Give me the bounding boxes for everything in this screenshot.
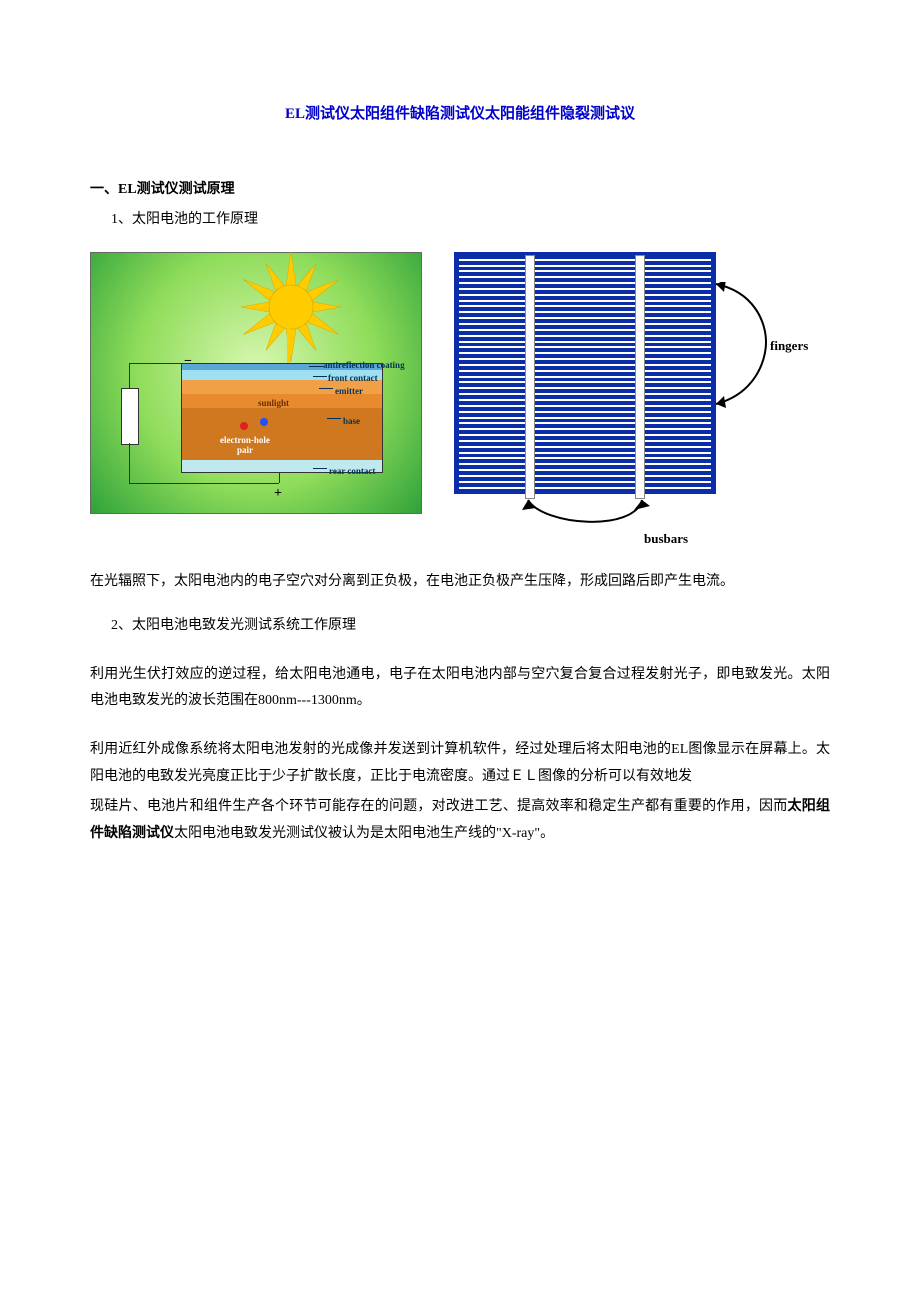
electron-dot-icon [260, 418, 268, 426]
finger-line [459, 481, 711, 483]
finger-line [459, 270, 711, 272]
label-base: base [343, 413, 360, 430]
figure-row: − + electron-hole pair antireflection co… [90, 252, 830, 539]
finger-line [459, 381, 711, 383]
cell-top-surface [454, 252, 716, 494]
label-sunlight: sunlight [258, 395, 289, 412]
label-emitter: emitter [335, 383, 363, 400]
finger-line [459, 335, 711, 337]
finger-line [459, 352, 711, 354]
finger-line [459, 463, 711, 465]
figure-solar-cell-top-view: fingers busbars [454, 252, 814, 539]
finger-line [459, 311, 711, 313]
paragraph-3: 利用近红外成像系统将太阳电池发射的光成像并发送到计算机软件，经过处理后将太阳电池… [90, 737, 830, 790]
finger-line [459, 364, 711, 366]
busbar [635, 255, 645, 499]
finger-line [459, 434, 711, 436]
finger-line [459, 446, 711, 448]
hole-dot-icon [240, 422, 248, 430]
finger-line [459, 457, 711, 459]
leader-line [319, 388, 333, 389]
finger-line [459, 317, 711, 319]
finger-line [459, 393, 711, 395]
label-fingers: fingers [770, 334, 808, 359]
finger-line [459, 475, 711, 477]
leader-line [313, 468, 327, 469]
finger-line [459, 411, 711, 413]
label-busbars: busbars [644, 527, 688, 552]
finger-line [459, 341, 711, 343]
wire [129, 363, 189, 364]
finger-line [459, 276, 711, 278]
sun-icon [231, 247, 351, 367]
plus-terminal: + [271, 481, 285, 508]
finger-line [459, 487, 711, 489]
finger-line [459, 358, 711, 360]
finger-line [459, 422, 711, 424]
paragraph-4a: 现硅片、电池片和组件生产各个环节可能存在的问题，对改进工艺、提高效率和稳定生产都… [90, 799, 788, 814]
finger-line [459, 323, 711, 325]
section-1-sub-1: 1、太阳电池的工作原理 [90, 207, 830, 234]
finger-line [459, 376, 711, 378]
figure-solar-cell-cross-section: − + electron-hole pair antireflection co… [90, 252, 422, 514]
finger-line [459, 469, 711, 471]
finger-line [459, 405, 711, 407]
finger-line [459, 294, 711, 296]
finger-line [459, 387, 711, 389]
leader-line [327, 418, 341, 419]
paragraph-1: 在光辐照下，太阳电池内的电子空穴对分离到正负极，在电池正负极产生压降，形成回路后… [90, 569, 830, 596]
wire [129, 363, 130, 388]
finger-line [459, 440, 711, 442]
finger-line [459, 399, 711, 401]
document-title: EL测试仪太阳组件缺陷测试仪太阳能组件隐裂测试议 [90, 100, 830, 129]
section-1-heading: 一、EL测试仪测试原理 [90, 177, 830, 204]
finger-line [459, 428, 711, 430]
finger-line [459, 417, 711, 419]
busbar [525, 255, 535, 499]
leader-line [309, 366, 323, 367]
finger-line [459, 265, 711, 267]
electron-hole-label-2: pair [237, 446, 253, 456]
resistor-icon [121, 388, 139, 445]
finger-line [459, 300, 711, 302]
document-page: EL测试仪太阳组件缺陷测试仪太阳能组件隐裂测试议 一、EL测试仪测试原理 1、太… [0, 0, 920, 931]
finger-line [459, 346, 711, 348]
finger-line [459, 282, 711, 284]
section-1-sub-2: 2、太阳电池电致发光测试系统工作原理 [90, 613, 830, 640]
finger-line [459, 259, 711, 261]
finger-line [459, 452, 711, 454]
paragraph-2: 利用光生伏打效应的逆过程，给太阳电池通电，电子在太阳电池内部与空穴复合复合过程发… [90, 662, 830, 715]
wire [129, 483, 279, 484]
paragraph-4: 现硅片、电池片和组件生产各个环节可能存在的问题，对改进工艺、提高效率和稳定生产都… [90, 794, 830, 847]
leader-line [313, 376, 327, 377]
finger-line [459, 370, 711, 372]
finger-line [459, 305, 711, 307]
label-rear-contact: rear contact [329, 463, 375, 480]
paragraph-4c: 太阳电池电致发光测试仪被认为是太阳电池生产线的"X-ray"。 [174, 826, 554, 841]
finger-line [459, 288, 711, 290]
finger-line [459, 329, 711, 331]
wire [129, 443, 130, 483]
